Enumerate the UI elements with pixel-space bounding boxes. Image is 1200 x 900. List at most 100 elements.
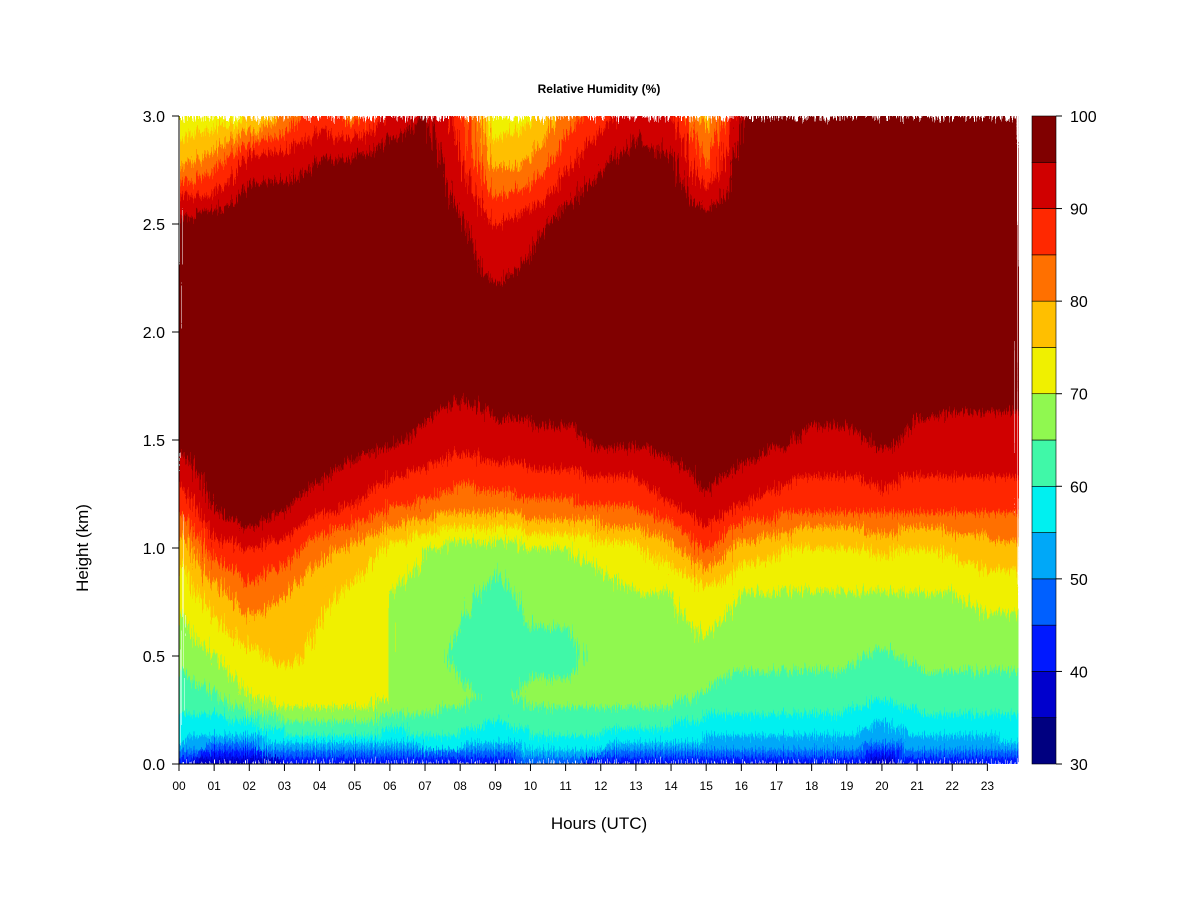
heatmap-cell: [266, 483, 271, 491]
heatmap-cell: [203, 396, 208, 405]
heatmap-cell: [322, 123, 327, 131]
heatmap-cell: [228, 317, 233, 326]
heatmap-cell: [221, 454, 226, 463]
heatmap-cell: [280, 303, 285, 311]
heatmap-cell: [249, 605, 254, 614]
heatmap-cell: [364, 663, 369, 671]
heatmap-cell: [207, 281, 212, 290]
heatmap-cell: [291, 288, 296, 297]
heatmap-cell: [308, 627, 313, 635]
heatmap-cell: [280, 209, 285, 218]
heatmap-cell: [238, 324, 243, 333]
heatmap-cell: [203, 231, 208, 239]
heatmap-cell: [312, 512, 317, 520]
heatmap-cell: [294, 353, 299, 362]
heatmap-cell: [305, 238, 310, 247]
heatmap-cell: [210, 526, 215, 535]
heatmap-cell: [347, 202, 352, 211]
heatmap-cell: [291, 749, 296, 758]
heatmap-cell: [357, 173, 362, 182]
heatmap-cell: [280, 497, 285, 506]
heatmap-cell: [357, 346, 362, 355]
heatmap-cell: [301, 267, 306, 275]
heatmap-cell: [298, 548, 303, 556]
heatmap-cell: [329, 252, 334, 261]
heatmap-cell: [252, 497, 257, 506]
heatmap-cell: [347, 346, 352, 355]
heatmap-cell: [333, 137, 338, 146]
heatmap-cell: [256, 231, 261, 239]
heatmap-cell: [231, 231, 236, 239]
heatmap-cell: [186, 756, 191, 764]
heatmap-cell: [235, 245, 240, 254]
heatmap-cell: [312, 713, 317, 722]
heatmap-cell: [252, 440, 257, 448]
heatmap-cell: [231, 418, 236, 427]
heatmap-cell: [329, 346, 334, 355]
heatmap-cell: [249, 713, 254, 722]
heatmap-cell: [301, 411, 306, 419]
heatmap-cell: [263, 267, 268, 275]
heatmap-cell: [214, 440, 219, 448]
heatmap-cell: [277, 130, 282, 139]
heatmap-cell: [294, 375, 299, 383]
heatmap-cell: [305, 432, 310, 441]
heatmap-cell: [280, 317, 285, 326]
heatmap-cell: [249, 360, 254, 369]
heatmap-cell: [203, 144, 208, 153]
heatmap-cell: [221, 195, 226, 203]
heatmap-cell: [266, 281, 271, 290]
heatmap-cell: [245, 396, 250, 405]
heatmap-cell: [235, 684, 240, 693]
heatmap-cell: [336, 576, 341, 585]
heatmap-cell: [210, 454, 215, 463]
heatmap-cell: [354, 720, 359, 729]
heatmap-cell: [200, 173, 205, 182]
heatmap-cell: [207, 317, 212, 326]
heatmap-cell: [242, 238, 247, 247]
heatmap-cell: [305, 173, 310, 182]
heatmap-cell: [228, 533, 233, 542]
heatmap-cell: [186, 483, 191, 491]
heatmap-cell: [277, 339, 282, 347]
heatmap-cell: [357, 548, 362, 556]
heatmap-cell: [371, 584, 376, 592]
heatmap-cell: [347, 303, 352, 311]
heatmap-cell: [221, 224, 226, 232]
heatmap-cell: [361, 303, 366, 311]
heatmap-cell: [179, 648, 184, 657]
heatmap-cell: [371, 670, 376, 679]
heatmap-cell: [326, 231, 331, 239]
heatmap-cell: [326, 260, 331, 268]
heatmap-cell: [315, 555, 320, 563]
heatmap-cell: [333, 440, 338, 448]
heatmap-cell: [361, 260, 366, 268]
heatmap-cell: [210, 288, 215, 297]
heatmap-cell: [270, 620, 275, 628]
heatmap-cell: [343, 627, 348, 635]
heatmap-cell: [319, 252, 324, 261]
heatmap-cell: [203, 195, 208, 203]
heatmap-cell: [294, 670, 299, 679]
heatmap-cell: [277, 598, 282, 607]
heatmap-cell: [368, 591, 373, 599]
heatmap-cell: [301, 627, 306, 635]
heatmap-cell: [361, 224, 366, 232]
heatmap-cell: [179, 260, 184, 268]
heatmap-cell: [228, 447, 233, 455]
heatmap-cell: [340, 209, 345, 218]
heatmap-cell: [298, 238, 303, 247]
heatmap-cell: [333, 749, 338, 758]
heatmap-cell: [270, 339, 275, 347]
heatmap-cell: [312, 166, 317, 175]
heatmap-cell: [245, 591, 250, 599]
heatmap-cell: [361, 425, 366, 434]
heatmap-cell: [350, 188, 355, 196]
heatmap-cell: [322, 548, 327, 556]
heatmap-cell: [357, 555, 362, 563]
heatmap-cell: [263, 137, 268, 146]
heatmap-cell: [340, 195, 345, 203]
heatmap-cell: [284, 656, 289, 664]
heatmap-cell: [322, 519, 327, 527]
heatmap-cell: [333, 324, 338, 333]
